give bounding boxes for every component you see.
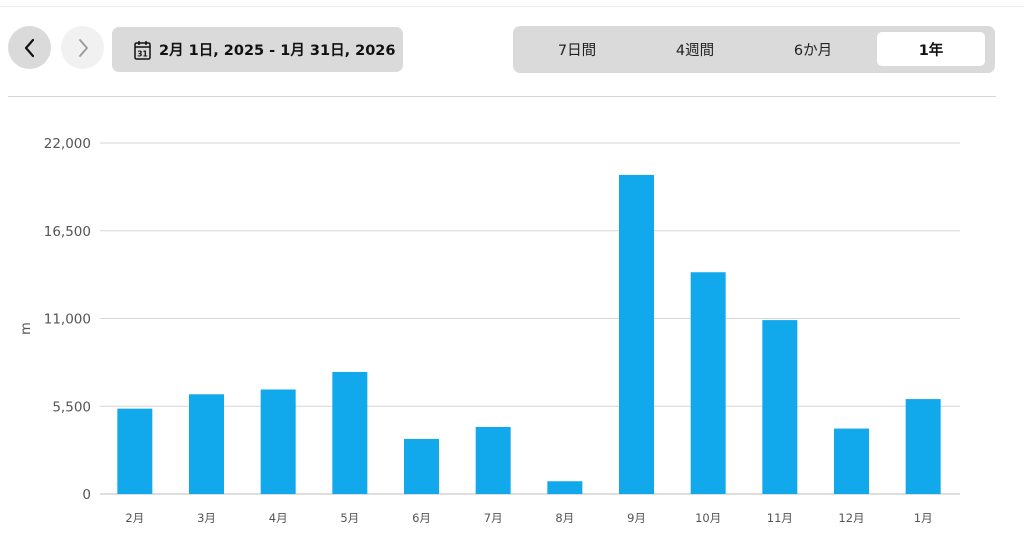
y-tick-label: 16,500 <box>44 224 91 240</box>
x-tick-label: 1月 <box>914 511 933 525</box>
x-tick-label: 3月 <box>197 511 216 525</box>
y-tick-label: 0 <box>82 487 91 503</box>
header-divider <box>8 96 996 97</box>
bar-chart: 0 5,500 11,000 16,500 22,000 m 2月 3月 4月 5月 6月 7月 8月 9… <box>19 136 960 525</box>
tab-1-year[interactable]: 1年 <box>877 32 985 66</box>
date-range-button[interactable]: 31 2月 1日, 2025 - 1月 31日, 2026 <box>112 27 403 72</box>
y-tick-label: 22,000 <box>44 136 91 152</box>
previous-period-button[interactable] <box>8 26 51 69</box>
period-selector: 7日間 4週間 6か月 1年 <box>513 26 995 73</box>
chart-bar[interactable] <box>905 399 941 494</box>
x-tick-label: 4月 <box>269 511 288 525</box>
y-axis-label: m <box>19 322 34 335</box>
tab-7-days[interactable]: 7日間 <box>557 42 597 59</box>
chart-bar[interactable] <box>690 272 726 494</box>
x-tick-label: 11月 <box>767 511 793 525</box>
chart-bar[interactable] <box>189 394 224 494</box>
chevron-left-icon <box>22 38 38 58</box>
x-tick-label: 9月 <box>627 511 646 525</box>
chart-bar[interactable] <box>834 428 869 494</box>
calendar-day-text: 31 <box>137 49 147 58</box>
date-range-label: 2月 1日, 2025 - 1月 31日, 2026 <box>159 43 396 59</box>
chart-bar[interactable] <box>332 371 368 494</box>
x-tick-label: 2月 <box>125 511 144 525</box>
tab-6-months[interactable]: 6か月 <box>793 42 833 59</box>
chart-bar[interactable] <box>762 320 798 494</box>
x-tick-label: 8月 <box>555 511 574 525</box>
chart-bar[interactable] <box>260 389 296 494</box>
chart-bar[interactable] <box>475 426 511 494</box>
chart-bar[interactable] <box>619 174 654 494</box>
top-border <box>0 6 1024 7</box>
chevron-right-icon <box>75 38 91 58</box>
calendar-icon: 31 <box>134 40 151 60</box>
x-tick-label: 6月 <box>412 511 431 525</box>
x-tick-label: 7月 <box>484 511 503 525</box>
y-tick-label: 11,000 <box>44 312 91 328</box>
y-tick-label: 5,500 <box>52 399 91 415</box>
x-tick-label: 12月 <box>838 511 864 525</box>
tab-4-weeks[interactable]: 4週間 <box>675 42 715 59</box>
x-tick-label: 10月 <box>695 511 721 525</box>
chart-bar[interactable] <box>404 438 439 494</box>
chart-bar[interactable] <box>117 408 153 494</box>
x-tick-label: 5月 <box>340 511 359 525</box>
chart-bar[interactable] <box>547 481 583 494</box>
next-period-button[interactable] <box>61 26 104 69</box>
